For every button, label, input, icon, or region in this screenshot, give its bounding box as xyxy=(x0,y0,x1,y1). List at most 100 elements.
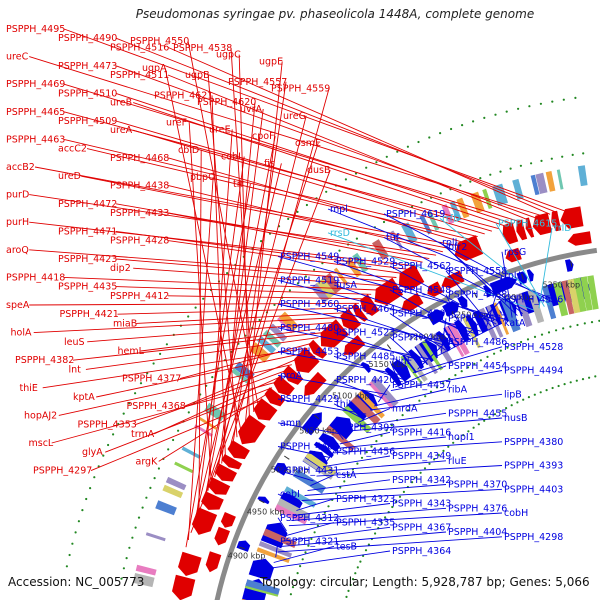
gene-arrow xyxy=(551,210,562,232)
forward-gene-label: PSPPH_4433 xyxy=(110,208,169,219)
ring-dot xyxy=(583,322,586,325)
ring-dot xyxy=(304,551,307,554)
ring-dot xyxy=(177,429,180,432)
position-tick-label: 5200 kbp xyxy=(408,333,446,342)
label-leader-line xyxy=(319,460,447,472)
gene-arrow xyxy=(567,231,592,246)
ring-dot xyxy=(304,275,307,278)
label-leader-line xyxy=(412,346,503,374)
feature-segment xyxy=(262,528,297,548)
gene-arrow xyxy=(221,454,243,470)
label-leader-line xyxy=(288,512,503,527)
reverse-gene-label: PSPPH_4456 xyxy=(336,446,395,457)
label-leader-line xyxy=(277,327,432,360)
forward-gene-label: PSPPH_4469 xyxy=(6,79,65,90)
forward-gene-label: PSPPH_4297 xyxy=(33,466,92,477)
feature-segment xyxy=(357,390,385,419)
ring-dot xyxy=(157,467,160,470)
ring-dot xyxy=(442,449,445,452)
label-leader-line xyxy=(207,129,233,491)
gene-arrow xyxy=(532,212,553,236)
ring-dot xyxy=(540,333,544,336)
ring-dot xyxy=(557,384,560,388)
forward-gene-label: PSPPH_4495 xyxy=(6,24,65,35)
feature-segment xyxy=(155,500,177,516)
forward-gene-label: PSPPH_4472 xyxy=(58,199,117,210)
label-leader-line xyxy=(133,102,507,227)
reverse-gene-label: PSPPH_4392 xyxy=(336,423,395,434)
ring-dot xyxy=(305,203,308,207)
reverse-gene-label: mpl xyxy=(330,204,348,215)
ring-dot xyxy=(137,516,141,519)
feature-segment xyxy=(274,504,308,525)
label-leader-line xyxy=(350,417,503,432)
label-leader-line xyxy=(29,302,359,306)
label-leader-line xyxy=(133,129,485,235)
forward-gene-label: PSPPH_4509 xyxy=(58,116,117,127)
forward-gene-label: PSPPH_4510 xyxy=(58,88,117,99)
ring-dot xyxy=(301,558,304,561)
reverse-gene-label: PSPPH_4455 xyxy=(448,408,507,419)
ring-dot xyxy=(513,343,516,346)
ring-dot xyxy=(380,434,383,437)
label-leader-line xyxy=(389,313,447,351)
forward-gene-label: ureG xyxy=(283,111,306,122)
gene-arrow xyxy=(352,303,368,322)
feature-segment xyxy=(315,278,336,300)
ring-dot xyxy=(398,495,402,498)
reverse-gene-label: PSPPH_4488 xyxy=(448,290,507,301)
reverse-gene-label: PSPPH_4312 xyxy=(280,513,339,524)
label-leader-line xyxy=(90,399,263,472)
label-leader-line xyxy=(201,142,319,505)
position-tick-label: 5050 kbp xyxy=(299,427,337,436)
ring-dot xyxy=(310,537,313,541)
ring-dot xyxy=(562,98,565,101)
ring-dot xyxy=(85,497,88,501)
forward-gene-label: PSPPH_4418 xyxy=(6,272,65,283)
forward-gene-label: PSPPH_4490 xyxy=(58,33,117,44)
feature-segment xyxy=(351,395,381,425)
feature-segment xyxy=(368,381,394,409)
gene-arrow xyxy=(325,416,354,444)
label-leader-line xyxy=(167,157,464,243)
ring-dot xyxy=(81,509,84,512)
gene-arrow xyxy=(301,412,322,436)
ring-dot xyxy=(128,546,131,549)
tick-mark xyxy=(348,377,354,383)
reverse-gene-label: proA xyxy=(280,370,303,381)
ring-dot xyxy=(288,289,291,292)
label-leader-line xyxy=(115,258,391,282)
ring-dot xyxy=(433,458,436,461)
ring-dot xyxy=(401,210,404,213)
ring-dot xyxy=(489,173,492,176)
reverse-gene-label: hopI1 xyxy=(448,432,475,443)
ring-dot xyxy=(423,467,427,470)
reverse-gene-label: PSPPH_4380 xyxy=(504,437,563,448)
feature-segment xyxy=(244,585,279,597)
reverse-gene-label: PSPPH_4349 xyxy=(392,451,451,462)
label-leader-line xyxy=(277,374,387,395)
forward-gene-label: PSPPH_4428 xyxy=(110,236,169,247)
label-leader-line xyxy=(445,294,467,340)
ring-dot xyxy=(291,586,295,589)
forward-gene-label: accC2 xyxy=(58,144,87,155)
label-leader-line xyxy=(336,436,447,449)
ring-dot xyxy=(375,440,378,443)
label-leader-line xyxy=(115,92,514,225)
forward-gene-label: PSPPH_4550 xyxy=(130,36,189,47)
ring-dot xyxy=(347,474,350,477)
ring-dot xyxy=(457,437,460,440)
tick-mark xyxy=(386,344,392,350)
reverse-gene-label: PSPPH_4431 xyxy=(280,465,339,476)
reverse-gene-label: PSPPH_4528 xyxy=(504,342,563,353)
label-leader-line xyxy=(277,493,300,506)
label-leader-line xyxy=(301,488,503,501)
label-leader-line xyxy=(327,208,561,303)
label-leader-line xyxy=(322,455,391,468)
label-leader-line xyxy=(154,375,282,435)
label-leader-line xyxy=(167,184,444,253)
reverse-gene-label: PSPPH_4403 xyxy=(504,484,563,495)
ring-dot xyxy=(406,145,409,148)
ring-dot xyxy=(385,429,388,432)
ring-dot xyxy=(139,382,143,385)
